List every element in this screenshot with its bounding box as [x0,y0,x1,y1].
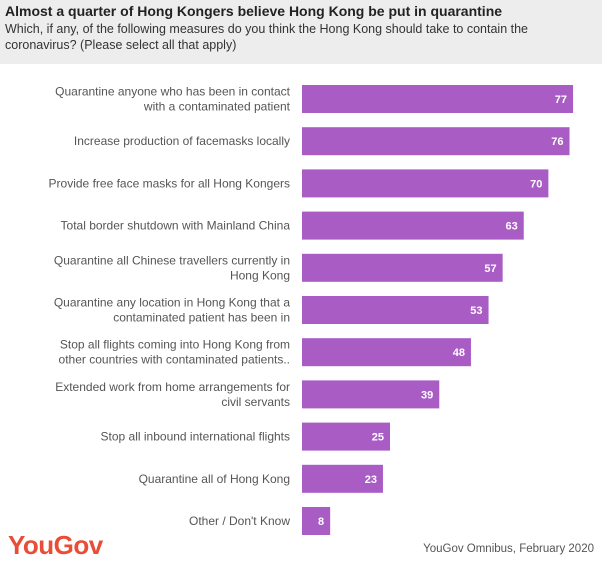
category-label: Increase production of facemasks locally [74,134,290,148]
source-note: YouGov Omnibus, February 2020 [423,543,594,555]
bar [302,380,440,409]
category-label: Provide free face masks for all Hong Kon… [49,176,290,190]
bar [302,296,489,324]
category-label: Stop all inbound international flights [101,430,290,444]
category-label: Quarantine any location in Hong Kong tha… [54,296,290,325]
value-label: 77 [555,94,567,106]
bar [302,422,390,451]
category-label: Other / Don't Know [189,514,290,528]
bar [302,127,570,156]
chart-subtitle: Which, if any, of the following measures… [5,22,528,52]
value-label: 70 [530,178,542,190]
bar-chart: Quarantine anyone who has been in contac… [49,85,574,535]
bar [302,85,574,113]
category-label: Total border shutdown with Mainland Chin… [61,219,291,233]
chart-header: Almost a quarter of Hong Kongers believe… [0,0,602,64]
value-label: 53 [470,305,482,317]
value-label: 23 [365,474,377,486]
category-label: Quarantine anyone who has been in contac… [55,85,291,114]
category-label: Quarantine all of Hong Kong [139,472,290,486]
bar [302,169,549,198]
value-label: 39 [421,389,433,401]
category-label: Stop all flights coming into Hong Kong f… [59,338,290,367]
value-label: 76 [551,136,563,148]
bar [302,507,331,535]
category-label: Quarantine all Chinese travellers curren… [54,253,290,282]
bar [302,211,524,240]
bar [302,338,471,367]
value-label: 57 [484,263,496,275]
category-label: Extended work from home arrangements for… [55,380,290,409]
yougov-logo: YouGov [8,530,103,560]
bar [302,464,383,493]
bar [302,253,503,282]
value-label: 63 [506,221,518,233]
value-label: 25 [372,432,384,444]
value-label: 48 [453,347,465,359]
value-label: 8 [318,516,324,528]
chart-title: Almost a quarter of Hong Kongers believe… [5,3,503,19]
